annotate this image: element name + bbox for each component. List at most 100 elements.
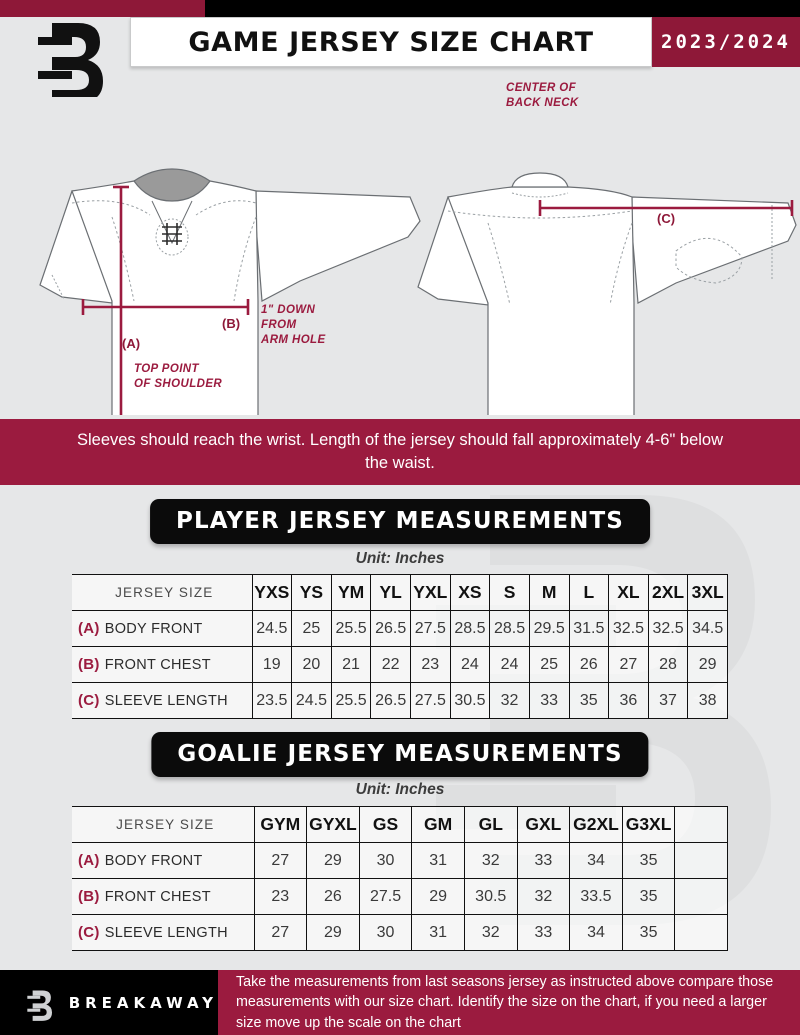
measurement-cell: [674, 914, 728, 951]
measurement-cell: 29: [306, 842, 360, 879]
size-header-gym: GYM: [253, 806, 308, 843]
jersey-diagrams: (A) TOP POINT OF SHOULDER (B) 1" DOWN FR…: [0, 75, 800, 415]
measurement-tag: (B): [78, 656, 100, 673]
measurement-cell: 33: [516, 842, 571, 879]
measurement-cell: 24.5: [291, 682, 332, 719]
size-header-gm: GM: [411, 806, 465, 843]
size-header-gyxl: GYXL: [306, 806, 360, 843]
measurement-tag: (B): [78, 888, 100, 905]
measurement-cell: 32: [463, 914, 518, 951]
measurement-cell: 29: [687, 646, 728, 683]
measurement-cell: 27: [253, 842, 308, 879]
table-header-row: JERSEY SIZE GYM GYXL GS GM GL GXL G2XL G3XL: [72, 806, 728, 843]
size-header-l: L: [568, 574, 610, 611]
measurement-cell: 25.5: [330, 610, 372, 647]
page-title-text: GAME JERSEY SIZE CHART: [188, 26, 594, 58]
measurement-cell: 34.5: [687, 610, 728, 647]
measurement-cell: 30.5: [463, 878, 518, 915]
size-header-ym: YM: [330, 574, 372, 611]
player-section-pill-label: PLAYER JERSEY MEASUREMENTS: [176, 508, 624, 534]
measurement-cell: 28: [647, 646, 689, 683]
size-header-xl: XL: [608, 574, 649, 611]
season-badge-text: 2023/2024: [661, 31, 791, 53]
size-header-m: M: [528, 574, 570, 611]
measurement-cell: 35: [621, 878, 676, 915]
measurement-cell: 34: [569, 842, 623, 879]
measurement-cell: 33: [528, 682, 570, 719]
measurement-cell: 29: [411, 878, 465, 915]
front-label-b-line1: 1" DOWN: [261, 304, 316, 316]
measurement-cell: 27: [608, 646, 649, 683]
measurement-cell: 35: [621, 842, 676, 879]
front-jersey-illustration: [39, 168, 421, 415]
measurement-cell: 31: [411, 914, 465, 951]
measurement-cell: 26: [306, 878, 360, 915]
back-label-c-line1: CENTER OF: [506, 82, 577, 94]
size-header-yxl: YXL: [410, 574, 451, 611]
size-header-s: S: [489, 574, 530, 611]
table-row: (A) BODY FRONT 24.5 25 25.5 26.5 27.5 28.5 28.5 2…: [72, 610, 728, 647]
measurement-cell: 25: [528, 646, 570, 683]
back-measure-lines: [538, 200, 794, 216]
measurement-cell: 25.5: [330, 682, 372, 719]
measurement-cell: 30: [358, 914, 413, 951]
row-header-label: JERSEY SIZE: [72, 574, 253, 611]
measurement-cell: 26.5: [370, 610, 411, 647]
footer-brand-block: BREAKAWAY: [0, 970, 218, 1035]
measurement-label: (C) SLEEVE LENGTH: [72, 914, 255, 951]
measurement-cell: 35: [568, 682, 610, 719]
player-measurements-table: JERSEY SIZE YXS YS YM YL YXL XS S M L XL 2XL 3XL (A) B…: [72, 574, 728, 719]
size-header-gs: GS: [358, 806, 413, 843]
front-label-b-tag: (B): [222, 316, 240, 331]
measurement-cell: 23: [410, 646, 451, 683]
size-header-3xl: 3XL: [687, 574, 728, 611]
size-header-xs: XS: [449, 574, 491, 611]
front-label-a-tag: (A): [122, 336, 140, 351]
size-header-gl: GL: [463, 806, 518, 843]
measurement-cell: 21: [330, 646, 372, 683]
breakaway-b-logo-icon: [27, 989, 53, 1021]
measurement-cell: 36: [608, 682, 649, 719]
measurement-tag: (C): [78, 692, 100, 709]
measurement-cell: 32: [463, 842, 518, 879]
front-label-b-line2: FROM: [261, 319, 296, 331]
measurement-cell: 37: [647, 682, 689, 719]
player-section-pill: PLAYER JERSEY MEASUREMENTS: [150, 499, 650, 544]
note-banner-text: Sleeves should reach the wrist. Length o…: [76, 430, 724, 472]
page-title: GAME JERSEY SIZE CHART: [130, 17, 652, 67]
back-jersey-illustration: [417, 172, 797, 415]
measurement-label: (C) SLEEVE LENGTH: [72, 682, 253, 719]
size-header-empty: [674, 806, 728, 843]
measurement-label: (B) FRONT CHEST: [72, 878, 255, 915]
table-header-row: JERSEY SIZE YXS YS YM YL YXL XS S M L XL 2XL 3XL: [72, 574, 728, 611]
table-row: (B) FRONT CHEST 19 20 21 22 23 24 24 25 26 27 28 29: [72, 646, 728, 683]
size-header-gxl: GXL: [516, 806, 571, 843]
measurement-cell: 29: [306, 914, 360, 951]
size-header-yxs: YXS: [251, 574, 293, 611]
season-badge: 2023/2024: [652, 17, 800, 67]
measurement-cell: 19: [251, 646, 293, 683]
measurement-cell: 24.5: [251, 610, 293, 647]
measurement-cell: 30.5: [449, 682, 491, 719]
breakaway-b-logo-icon: [38, 23, 103, 97]
measurement-cell: 33.5: [569, 878, 623, 915]
measurement-cell: 28.5: [489, 610, 530, 647]
size-header-g2xl: G2XL: [569, 806, 623, 843]
measurement-tag: (C): [78, 924, 100, 941]
row-header-label: JERSEY SIZE: [72, 806, 255, 843]
measurement-cell: 24: [489, 646, 530, 683]
table-row: (A) BODY FRONT 27 29 30 31 32 33 34 35: [72, 842, 728, 879]
measurement-cell: 26: [568, 646, 610, 683]
measurement-label: (B) FRONT CHEST: [72, 646, 253, 683]
page-footer: BREAKAWAY Take the measurements from las…: [0, 970, 800, 1035]
measurement-cell: [674, 842, 728, 879]
goalie-unit-label: Unit: Inches: [355, 781, 445, 798]
measurement-cell: 38: [687, 682, 728, 719]
measurement-cell: 33: [516, 914, 571, 951]
measurement-cell: 34: [569, 914, 623, 951]
measurement-cell: 30: [358, 842, 413, 879]
table-row: (C) SLEEVE LENGTH 27 29 30 31 32 33 34 35: [72, 914, 728, 951]
size-header-2xl: 2XL: [647, 574, 689, 611]
measurement-cell: 20: [291, 646, 332, 683]
measurement-cell: 32.5: [608, 610, 649, 647]
